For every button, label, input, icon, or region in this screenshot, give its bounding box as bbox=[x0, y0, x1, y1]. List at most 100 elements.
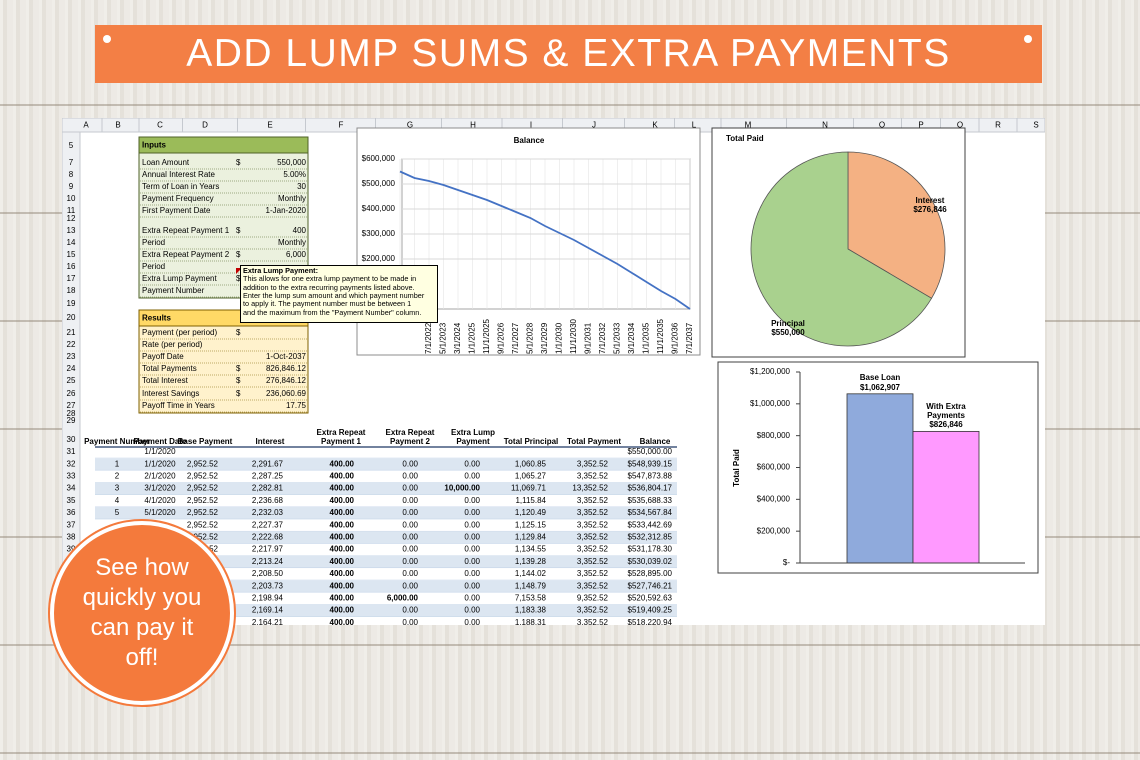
table-header: Extra Lump Payment bbox=[450, 427, 495, 446]
table-cell: 1,188.31 bbox=[515, 618, 547, 627]
table-cell: 1,060.85 bbox=[515, 459, 547, 468]
table-cell: 0.00 bbox=[402, 569, 418, 578]
field-unit: $ bbox=[236, 274, 241, 283]
table-cell: 3,352.52 bbox=[577, 581, 609, 590]
bar-label: Base Loan $1,062,907 bbox=[843, 373, 917, 391]
field-value: 826,846.12 bbox=[266, 364, 307, 373]
table-header: Total Principal bbox=[503, 436, 559, 446]
pin bbox=[103, 35, 111, 43]
tooltip-line: to apply it. The payment number must be … bbox=[243, 299, 412, 309]
row-stripe bbox=[95, 531, 677, 544]
table-cell: 2,169.14 bbox=[252, 606, 284, 615]
bar-value-label: $826,846 bbox=[929, 420, 963, 430]
table-cell: $548,939.15 bbox=[628, 459, 673, 468]
table-cell: $518,220.94 bbox=[628, 618, 673, 627]
column-header: E bbox=[267, 121, 272, 130]
field-label: Total Interest bbox=[142, 376, 189, 385]
field-value: 1-Jan-2020 bbox=[266, 206, 307, 215]
table-header: Total Payment bbox=[566, 436, 622, 446]
table-cell: 400.00 bbox=[330, 520, 355, 529]
table-cell: 0.00 bbox=[464, 606, 480, 615]
row-number: 22 bbox=[67, 340, 76, 349]
table-cell: 2,952.52 bbox=[187, 484, 219, 493]
x-tick-label: 7/1/2032 bbox=[598, 322, 607, 354]
table-cell: 9,352.52 bbox=[577, 594, 609, 603]
table-cell: 0.00 bbox=[464, 557, 480, 566]
field-value: 400 bbox=[293, 226, 307, 235]
table-cell: 2,952.52 bbox=[187, 472, 219, 481]
field-value: Monthly bbox=[278, 194, 306, 203]
table-cell: 0.00 bbox=[402, 508, 418, 517]
table-cell: 3/1/2020 bbox=[144, 484, 176, 493]
table-cell: 2,282.81 bbox=[252, 484, 284, 493]
table-cell: 2,952.52 bbox=[187, 496, 219, 505]
table-cell: 3,352.52 bbox=[577, 459, 609, 468]
table-cell: 3 bbox=[115, 484, 120, 493]
chart-title: Balance bbox=[514, 136, 545, 145]
field-label: Payment Number bbox=[142, 286, 205, 295]
pie-value-label: $550,000 bbox=[771, 328, 805, 338]
field-label: Term of Loan in Years bbox=[142, 182, 219, 191]
field-label: Extra Repeat Payment 1 bbox=[142, 226, 230, 235]
row-number: 16 bbox=[67, 262, 76, 271]
table-cell: $532,312.85 bbox=[628, 533, 673, 542]
row-number: 7 bbox=[69, 158, 74, 167]
pie-slice bbox=[750, 151, 933, 347]
table-cell: 1,129.84 bbox=[515, 533, 547, 542]
field-label: Interest Savings bbox=[142, 389, 199, 398]
field-value: 30 bbox=[297, 182, 306, 191]
x-tick-label: 3/1/2029 bbox=[540, 322, 549, 354]
table-cell: 0.00 bbox=[464, 594, 480, 603]
field-label: Period bbox=[142, 262, 165, 271]
table-cell: 2,222.68 bbox=[252, 533, 284, 542]
table-cell: 1,148.79 bbox=[515, 581, 547, 590]
pie-category: Interest bbox=[915, 196, 945, 205]
table-cell: 2,952.52 bbox=[187, 459, 219, 468]
callout-line: See how bbox=[95, 554, 189, 581]
x-tick-label: 11/1/2025 bbox=[482, 318, 491, 354]
pin bbox=[1024, 35, 1032, 43]
x-tick-label: 7/1/2027 bbox=[511, 322, 520, 354]
field-value: Monthly bbox=[278, 238, 306, 247]
table-cell: 0.00 bbox=[402, 557, 418, 566]
table-cell: 0.00 bbox=[464, 459, 480, 468]
field-label: Period bbox=[142, 238, 165, 247]
row-stripe bbox=[95, 580, 677, 593]
row-number: 29 bbox=[67, 416, 76, 425]
pie-label: Principal $550,000 bbox=[753, 319, 823, 337]
table-cell: 4/1/2020 bbox=[144, 496, 176, 505]
row-number: 31 bbox=[67, 447, 76, 456]
field-label: Payoff Date bbox=[142, 352, 184, 361]
table-header: Extra Repeat Payment 2 bbox=[385, 427, 435, 446]
row-number: 24 bbox=[67, 364, 76, 373]
x-tick-label: 11/1/2035 bbox=[656, 318, 665, 354]
field-unit: $ bbox=[236, 158, 241, 167]
table-cell: 2,952.52 bbox=[187, 520, 219, 529]
table-cell: 400.00 bbox=[330, 459, 355, 468]
y-tick-label: $1,200,000 bbox=[750, 367, 791, 376]
x-tick-label: 9/1/2036 bbox=[671, 322, 680, 354]
table-cell: 0.00 bbox=[402, 459, 418, 468]
column-header: N bbox=[822, 121, 828, 130]
table-cell: 3,352.52 bbox=[577, 545, 609, 554]
field-value: 17.75 bbox=[286, 401, 307, 410]
field-unit: $ bbox=[236, 328, 241, 337]
field-label: Loan Amount bbox=[142, 158, 190, 167]
row-stripe bbox=[95, 458, 677, 471]
row-number: 20 bbox=[67, 313, 76, 322]
table-cell: $528,895.00 bbox=[628, 569, 673, 578]
table-cell: 0.00 bbox=[464, 545, 480, 554]
table-cell: 5/1/2020 bbox=[144, 508, 176, 517]
table-cell: 2,213.24 bbox=[252, 557, 284, 566]
table-cell: 0.00 bbox=[402, 484, 418, 493]
row-number: 33 bbox=[67, 472, 76, 481]
table-cell: 400.00 bbox=[330, 594, 355, 603]
row-number: 30 bbox=[67, 435, 76, 444]
bar-category: Base Loan bbox=[859, 373, 901, 383]
table-cell: 1,183.38 bbox=[515, 606, 547, 615]
field-unit: $ bbox=[236, 376, 241, 385]
row-number: 39 bbox=[67, 545, 76, 554]
column-header: R bbox=[995, 121, 1001, 130]
field-value: 550,000 bbox=[277, 158, 306, 167]
table-cell: $533,442.69 bbox=[628, 520, 673, 529]
